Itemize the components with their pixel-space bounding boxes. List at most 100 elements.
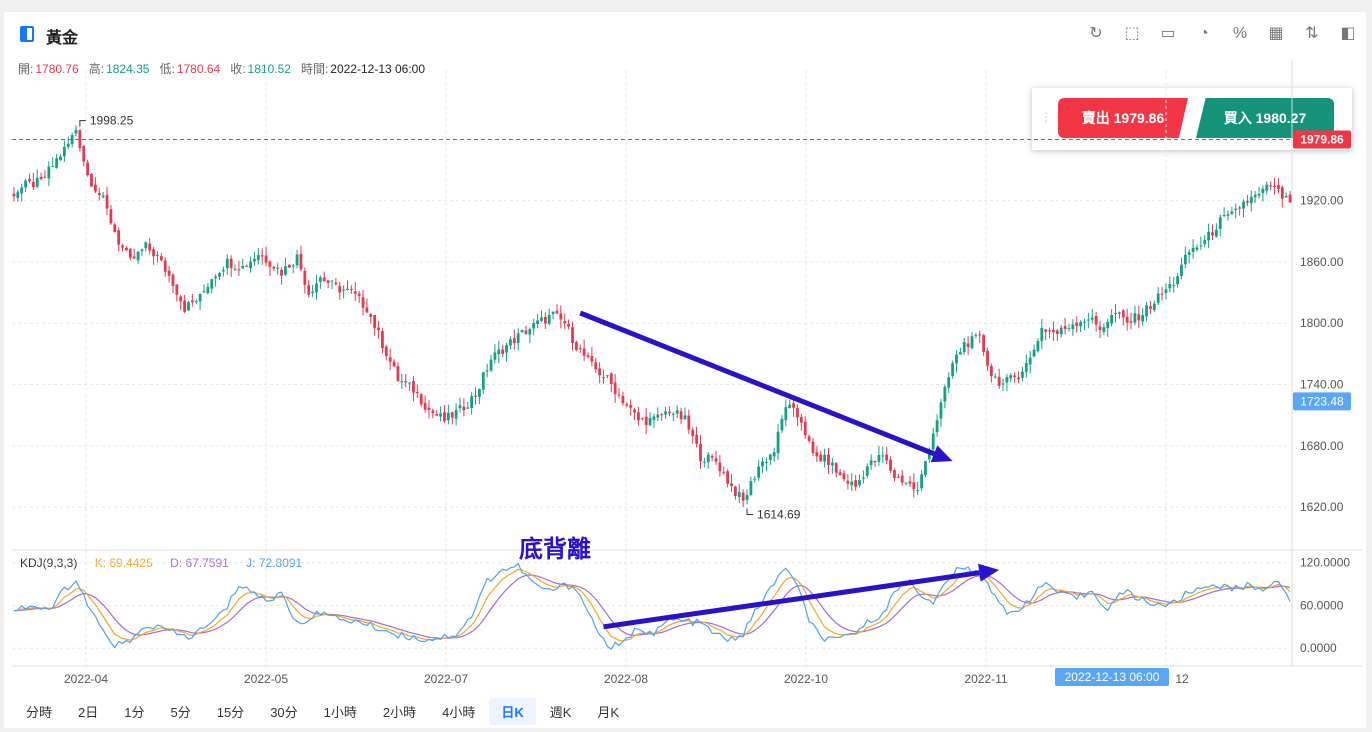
candle-body (450, 412, 454, 418)
candle-body (1257, 193, 1261, 196)
candle-body (346, 288, 349, 290)
candle-body (823, 454, 827, 462)
candle-body (858, 479, 861, 486)
candle-body (78, 130, 82, 149)
candle (377, 320, 380, 339)
candle (249, 256, 252, 273)
candle-body (489, 359, 493, 371)
candle (1277, 178, 1280, 194)
timeframe-分時[interactable]: 分時 (26, 705, 53, 720)
candle (993, 373, 997, 379)
timeframe-日K[interactable]: 日K (489, 698, 536, 725)
candle (1021, 366, 1024, 382)
candle-body (1048, 330, 1051, 332)
timeframe-15分[interactable]: 15分 (216, 705, 245, 720)
candle-body (830, 462, 834, 466)
candle-body (571, 327, 574, 344)
candle (1129, 312, 1133, 330)
candle-body (1133, 313, 1137, 323)
candle (780, 415, 784, 434)
timeframe-30分[interactable]: 30分 (270, 705, 298, 720)
timeframe-週K[interactable]: 週K (549, 705, 572, 720)
candle (1024, 354, 1028, 378)
ohlc-label: 低: (159, 62, 175, 76)
candle (1137, 305, 1141, 329)
x-tick-label: 2022-08 (604, 672, 648, 686)
candle-body (113, 224, 117, 233)
candle-body (1253, 195, 1257, 198)
candle (20, 183, 24, 202)
timeframe-5分[interactable]: 5分 (170, 705, 191, 720)
chart-type-icon[interactable]: ▭ (1160, 25, 1176, 42)
candle (218, 272, 221, 280)
candle (571, 321, 574, 351)
percent-icon[interactable]: % (1232, 25, 1248, 42)
candle-body (803, 421, 807, 436)
candle-body (423, 402, 427, 410)
candle (962, 338, 966, 355)
candle-body (1280, 187, 1284, 199)
candle-body (1168, 284, 1172, 289)
draw-icon[interactable]: ⬚ (1124, 25, 1140, 42)
timeframe-2日[interactable]: 2日 (78, 705, 99, 720)
candle-body (574, 342, 578, 350)
candle-body (1137, 314, 1141, 321)
timeframe-1小時[interactable]: 1小時 (323, 705, 357, 720)
candle-body (1203, 240, 1207, 244)
panel-toggle-icon[interactable] (20, 26, 34, 42)
crosshair-price-tag: 1723.48 (1300, 394, 1344, 408)
candle-body (501, 349, 505, 354)
candle-body (1040, 327, 1044, 342)
candle-body (241, 266, 245, 269)
candle-body (811, 441, 815, 454)
instrument-title: 黃金 (46, 30, 79, 47)
timeframe-1分[interactable]: 1分 (124, 705, 145, 720)
candle (198, 293, 202, 310)
candle-body (955, 354, 958, 364)
candle-body (924, 461, 927, 476)
sort-icon[interactable]: ⇅ (1305, 25, 1319, 42)
candle-body (419, 394, 423, 405)
candle-body (47, 166, 51, 179)
candle-body (679, 411, 683, 420)
candle (1199, 236, 1203, 250)
candle (1168, 276, 1172, 293)
timeframe-月K[interactable]: 月K (597, 705, 620, 720)
candles (12, 125, 1292, 508)
candle (974, 332, 978, 339)
candle (590, 346, 594, 367)
candle (326, 279, 330, 289)
x-tick-label: 2022-05 (244, 672, 288, 686)
candle-body (986, 350, 989, 366)
candle-body (55, 158, 59, 168)
candle-body (35, 177, 39, 187)
candle-body (714, 458, 718, 462)
candle (315, 274, 318, 300)
candle-body (373, 314, 377, 329)
timeframe-4小時[interactable]: 4小時 (442, 705, 476, 720)
candle (772, 447, 776, 462)
candle (311, 285, 315, 297)
pie-icon[interactable]: ◔ (1199, 25, 1209, 42)
candle-body (621, 395, 625, 404)
candle (497, 340, 501, 364)
candle (1156, 287, 1160, 306)
buy-button[interactable]: 買入 1980.27 (1196, 98, 1334, 138)
candle (695, 426, 699, 448)
candle (1036, 338, 1040, 353)
grid-icon[interactable]: ▦ (1268, 25, 1284, 42)
candle (1207, 223, 1211, 249)
candle (733, 485, 737, 500)
candle (741, 489, 745, 508)
ohlc-label: 時間: (300, 62, 329, 76)
candle (132, 249, 136, 260)
high-annotation: 1998.25 (90, 114, 134, 128)
timeframe-2小時[interactable]: 2小時 (382, 705, 417, 720)
candle (807, 434, 811, 443)
candle (520, 329, 524, 333)
refresh-icon[interactable]: ↻ (1089, 25, 1103, 42)
candle (1028, 350, 1032, 374)
candle (454, 403, 458, 426)
panel-icon[interactable]: ◧ (1340, 25, 1356, 42)
